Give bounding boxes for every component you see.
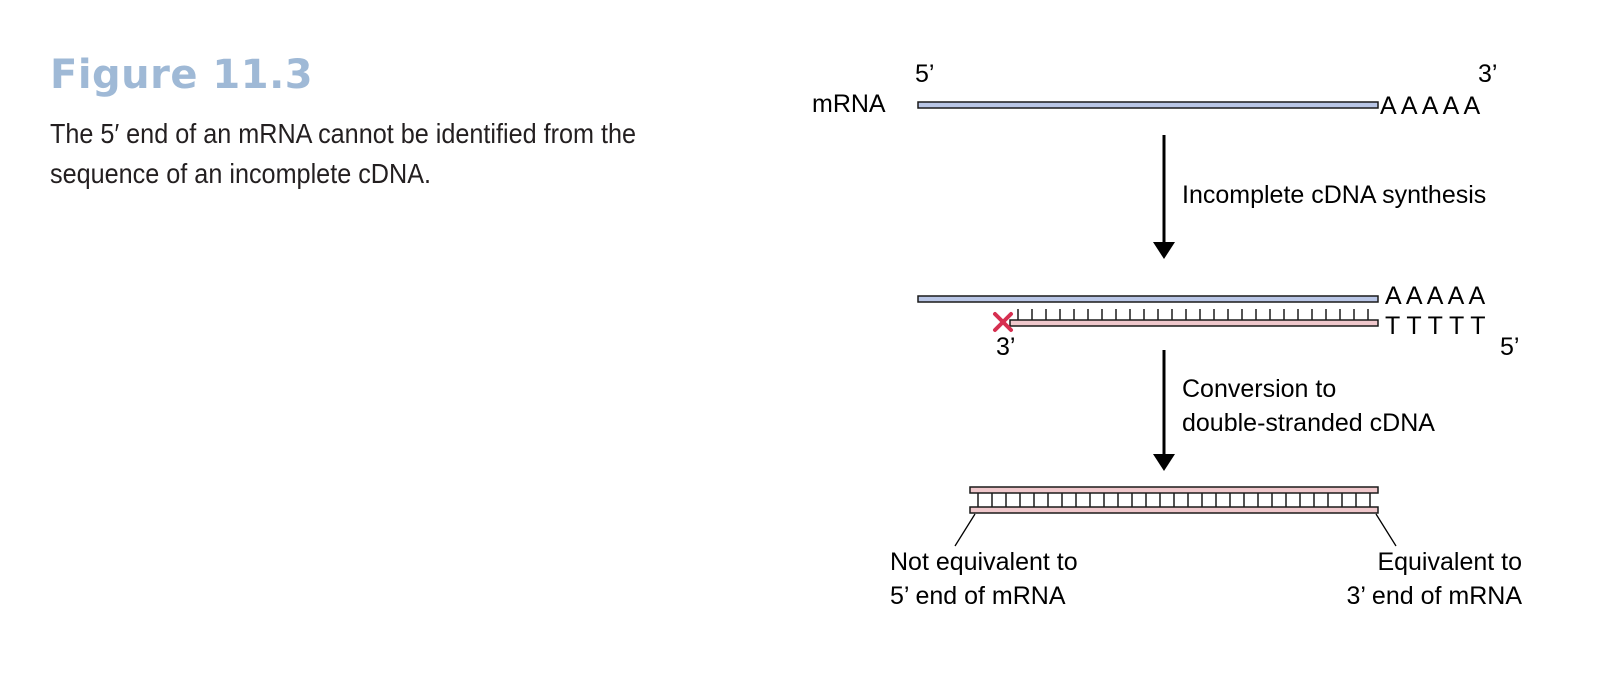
ds-cdna-top-strand	[969, 486, 1379, 494]
figure-title: Figure 11.3	[50, 52, 314, 98]
oligo-dt-primer: T T T T T	[1385, 312, 1486, 340]
mrna-five-prime-label: 5’	[915, 60, 934, 88]
incomplete-cdna-strand	[1009, 319, 1379, 327]
right-note-leader	[1375, 513, 1397, 547]
hybrid-poly-a-tail: A A A A A	[1385, 282, 1485, 310]
right-note-line2: 3’ end of mRNA	[1346, 582, 1522, 610]
left-note-line1: Not equivalent to	[890, 548, 1078, 576]
hybrid-mrna-strand	[917, 295, 1379, 303]
step2-arrowhead	[1153, 454, 1175, 471]
ds-cdna-base-pairs	[977, 493, 1371, 507]
ds-cdna-bottom-strand	[969, 506, 1379, 514]
mrna-poly-a-tail: A A A A A	[1380, 92, 1480, 120]
cdna-stop-mark-icon	[993, 312, 1013, 332]
left-note-line2: 5’ end of mRNA	[890, 582, 1066, 610]
left-note-leader	[954, 513, 976, 547]
incomplete-cdna-base-pairs	[1017, 309, 1369, 320]
cdna-five-prime-label: 5’	[1500, 333, 1519, 361]
step2-label-line1: Conversion to	[1182, 375, 1336, 403]
right-note-line1: Equivalent to	[1377, 548, 1522, 576]
cdna-three-prime-label: 3’	[996, 333, 1015, 361]
step1-arrowhead	[1153, 242, 1175, 259]
mrna-label: mRNA	[812, 90, 886, 118]
mrna-three-prime-label: 3’	[1478, 60, 1497, 88]
step2-label-line2: double-stranded cDNA	[1182, 409, 1435, 437]
mrna-strand	[917, 101, 1379, 109]
step1-label: Incomplete cDNA synthesis	[1182, 181, 1486, 209]
figure-caption: The 5′ end of an mRNA cannot be identifi…	[50, 118, 637, 189]
